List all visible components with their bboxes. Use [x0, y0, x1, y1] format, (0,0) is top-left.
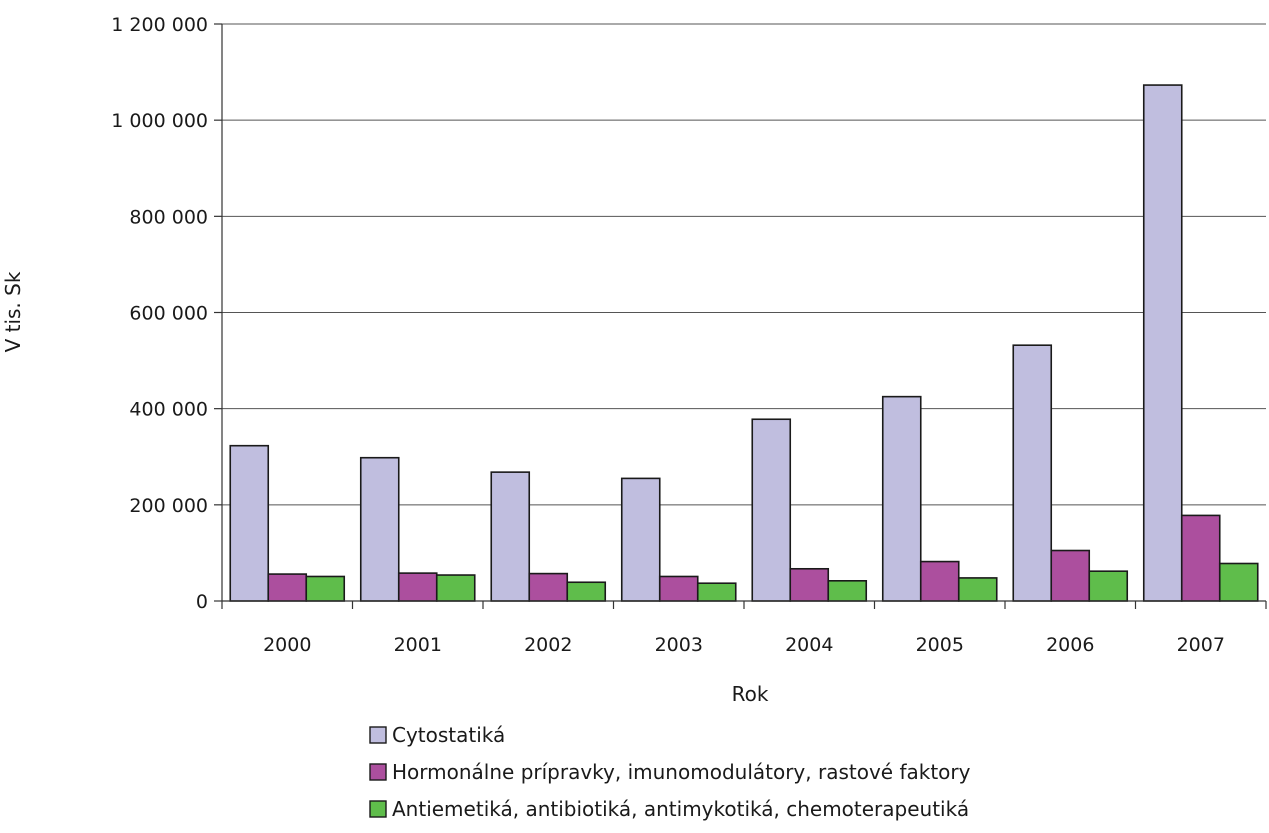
- bar: [1180, 514, 1221, 602]
- bar: [566, 581, 607, 602]
- bar: [881, 395, 922, 602]
- axes: [214, 23, 1267, 609]
- bar: [957, 577, 998, 602]
- bar: [267, 573, 308, 602]
- y-tick-label: 1 200 000: [111, 14, 208, 36]
- x-tick-label: 2002: [524, 634, 572, 656]
- x-tick-labels: 2000 2001 2002 2003 2004 2005 2006 2007: [263, 634, 1225, 656]
- bar: [1088, 570, 1129, 602]
- bar: [696, 582, 737, 602]
- legend-swatch: [369, 763, 387, 781]
- bar: [305, 575, 346, 602]
- bar: [528, 572, 569, 602]
- bar: [827, 580, 868, 602]
- y-tick-label: 600 000: [129, 303, 208, 325]
- y-tick-label: 1 000 000: [111, 110, 208, 132]
- x-tick-label: 2004: [785, 634, 833, 656]
- legend-swatch: [369, 726, 387, 744]
- bar: [751, 418, 792, 602]
- x-tick-label: 2006: [1046, 634, 1094, 656]
- bar: [789, 567, 830, 602]
- bar: [1142, 84, 1183, 602]
- y-tick-labels: 0 200 000 400 000 600 000 800 000 1 000 000 1 …: [111, 14, 208, 613]
- bar: [229, 444, 270, 602]
- bar: [1012, 344, 1053, 602]
- y-tick-label: 400 000: [129, 399, 208, 421]
- x-tick-label: 2001: [394, 634, 442, 656]
- legend: Cytostatiká Hormonálne prípravky, imunomo…: [369, 723, 971, 821]
- x-tick-label: 2003: [655, 634, 703, 656]
- y-tick-label: 800 000: [129, 206, 208, 228]
- bar: [397, 572, 438, 602]
- x-tick-label: 2000: [263, 634, 311, 656]
- legend-swatch: [369, 800, 387, 818]
- x-tick-label: 2005: [916, 634, 964, 656]
- bar: [435, 574, 476, 602]
- gridlines: [222, 23, 1266, 506]
- legend-label: Antiemetiká, antibiotiká, antimykotiká, …: [392, 797, 969, 821]
- bar: [1218, 562, 1259, 602]
- x-axis-title: Rok: [732, 682, 769, 706]
- bar: [919, 560, 960, 602]
- x-tick-label: 2007: [1177, 634, 1225, 656]
- legend-label: Hormonálne prípravky, imunomodulátory, r…: [392, 760, 971, 784]
- y-tick-label: 0: [196, 591, 208, 613]
- bar: [620, 477, 661, 602]
- bars: [229, 84, 1259, 602]
- bar: [359, 456, 400, 602]
- y-axis-title: V tis. Sk: [1, 271, 25, 352]
- bar: [658, 575, 699, 602]
- legend-label: Cytostatiká: [392, 723, 505, 747]
- bar: [1050, 549, 1091, 602]
- bar: [490, 471, 531, 602]
- y-tick-label: 200 000: [129, 495, 208, 517]
